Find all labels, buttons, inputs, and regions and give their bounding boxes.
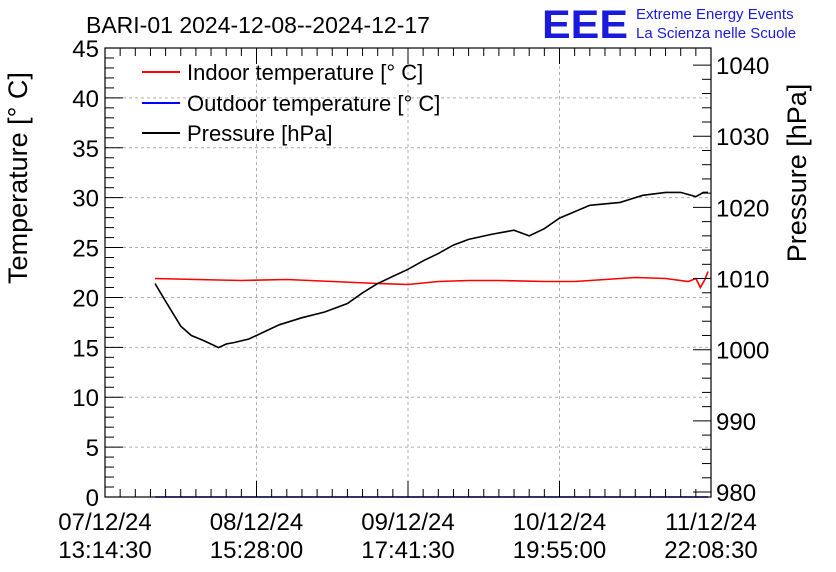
- legend-indoor-label: Indoor temperature [° C]: [187, 60, 423, 85]
- x-tick-label-date: 08/12/24: [210, 509, 303, 536]
- x-tick-label-time: 19:55:00: [513, 537, 606, 564]
- legend-pressure-label: Pressure [hPa]: [187, 121, 333, 146]
- x-tick-label-time: 15:28:00: [210, 537, 303, 564]
- y-tick-label: 0: [86, 485, 99, 512]
- eee-logo: EEE Extreme Energy Events La Scienza nel…: [542, 3, 796, 47]
- series-pressure-line: [154, 191, 708, 349]
- grid-lines: [105, 48, 711, 497]
- legend: Indoor temperature [° C] Outdoor tempera…: [142, 60, 440, 146]
- eee-logo-line1: Extreme Energy Events: [636, 6, 794, 23]
- y-tick-label: 40: [72, 86, 99, 113]
- y-axis-label: Temperature [° C]: [3, 72, 33, 284]
- y2-tick-label: 980: [716, 480, 756, 507]
- x-tick-label-date: 11/12/24: [665, 509, 757, 536]
- eee-logo-line2: La Scienza nelle Scuole: [636, 25, 796, 42]
- plot-frame: [104, 47, 712, 498]
- y-tick-label: 30: [72, 186, 99, 213]
- x-tick-label-time: 13:14:30: [58, 537, 151, 564]
- y-tick-label: 5: [86, 435, 99, 462]
- y2-tick-label: 990: [716, 409, 756, 436]
- series-group: [154, 191, 709, 498]
- chart-title: BARI-01 2024-12-08--2024-12-17: [86, 12, 430, 38]
- y-tick-label: 25: [72, 236, 99, 263]
- y-tick-label: 15: [72, 335, 99, 362]
- y2-tick-label: 1020: [716, 195, 769, 222]
- x-tick-label-date: 10/12/24: [513, 509, 606, 536]
- series-indoor-line: [154, 271, 709, 290]
- legend-outdoor-label: Outdoor temperature [° C]: [187, 91, 440, 116]
- x-tick-label-date: 09/12/24: [361, 509, 454, 536]
- y2-tick-label: 1040: [716, 53, 769, 80]
- y-tick-label: 45: [72, 36, 99, 63]
- y-tick-label: 10: [72, 385, 99, 412]
- x-tick-label-time: 22:08:30: [664, 537, 757, 564]
- y2-axis-label: Pressure [hPa]: [782, 84, 812, 263]
- y-tick-label: 35: [72, 136, 99, 163]
- y-tick-label: 20: [72, 285, 99, 312]
- eee-logo-text: EEE: [542, 3, 628, 47]
- axes: [104, 47, 712, 498]
- tick-labels: 0 5 10 15 20 25 30 35 40 45 980 990 1000 1010 1020 1030…: [58, 36, 769, 564]
- x-tick-label-time: 17:41:30: [361, 537, 454, 564]
- x-tick-label-date: 07/12/24: [58, 509, 151, 536]
- y2-tick-label: 1000: [716, 338, 769, 365]
- y2-tick-label: 1030: [716, 124, 769, 151]
- y2-tick-label: 1010: [716, 267, 769, 294]
